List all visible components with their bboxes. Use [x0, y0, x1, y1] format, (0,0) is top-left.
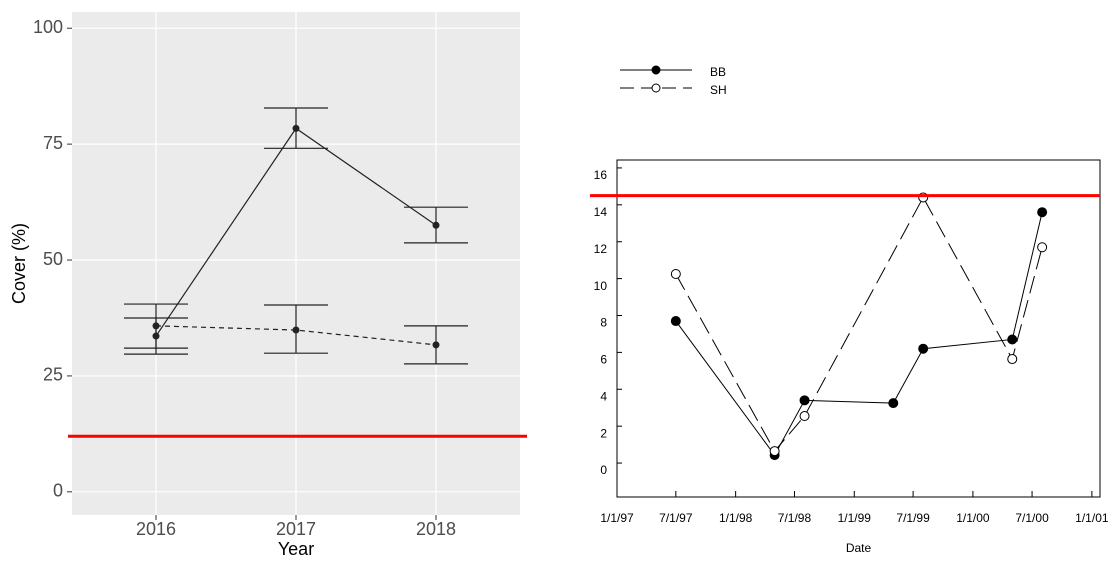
x-axis-title: Year [278, 539, 314, 559]
x-tick-label: 1/1/01 [1075, 511, 1109, 525]
y-axis-title: Cover (%) [9, 223, 29, 304]
x-tick-label: 1/1/98 [719, 511, 753, 525]
legend-marker [651, 65, 661, 75]
x-tick-label: 7/1/99 [896, 511, 930, 525]
x-tick-label: 2017 [276, 519, 316, 539]
legend-label: BB [710, 65, 726, 79]
x-tick-label: 2016 [136, 519, 176, 539]
data-point [292, 124, 300, 132]
series-line [675, 196, 1043, 452]
legend-label: SH [710, 83, 727, 97]
y-tick-label: 0 [53, 481, 63, 501]
x-tick-label: 1/1/97 [600, 511, 634, 525]
data-point [769, 446, 780, 457]
x-tick-label: 2018 [416, 519, 456, 539]
series-line [675, 212, 1043, 457]
y-tick-label: 12 [594, 242, 608, 256]
series-line [155, 325, 437, 346]
data-point [1007, 334, 1018, 345]
y-tick-label: 50 [43, 249, 63, 269]
x-tick-label: 1/1/99 [838, 511, 872, 525]
y-tick-label: 25 [43, 365, 63, 385]
y-tick-label: 16 [594, 168, 608, 182]
plot-frame [616, 159, 1101, 498]
x-axis-title: Date [846, 541, 872, 555]
data-point [799, 411, 810, 422]
y-tick-label: 4 [600, 389, 607, 403]
y-tick-label: 0 [600, 463, 607, 477]
data-point [1037, 242, 1048, 253]
y-tick-label: 100 [33, 17, 63, 37]
data-point [432, 341, 440, 349]
data-point [1037, 207, 1048, 218]
data-point [918, 343, 929, 354]
y-tick-label: 14 [594, 205, 608, 219]
data-point [888, 398, 899, 409]
data-point [1007, 354, 1018, 365]
y-tick-label: 2 [600, 426, 607, 440]
y-tick-label: 6 [600, 353, 607, 367]
data-point [152, 322, 160, 330]
x-tick-label: 7/1/00 [1015, 511, 1049, 525]
x-tick-label: 7/1/97 [659, 511, 693, 525]
legend-marker [651, 83, 661, 93]
x-tick-label: 1/1/00 [956, 511, 990, 525]
data-point [799, 395, 810, 406]
data-point [432, 221, 440, 229]
data-point [670, 316, 681, 327]
y-tick-label: 10 [594, 279, 608, 293]
y-tick-label: 8 [600, 316, 607, 330]
y-tick-label: 75 [43, 133, 63, 153]
x-tick-label: 7/1/98 [778, 511, 812, 525]
data-point [292, 326, 300, 334]
data-point [670, 268, 681, 279]
